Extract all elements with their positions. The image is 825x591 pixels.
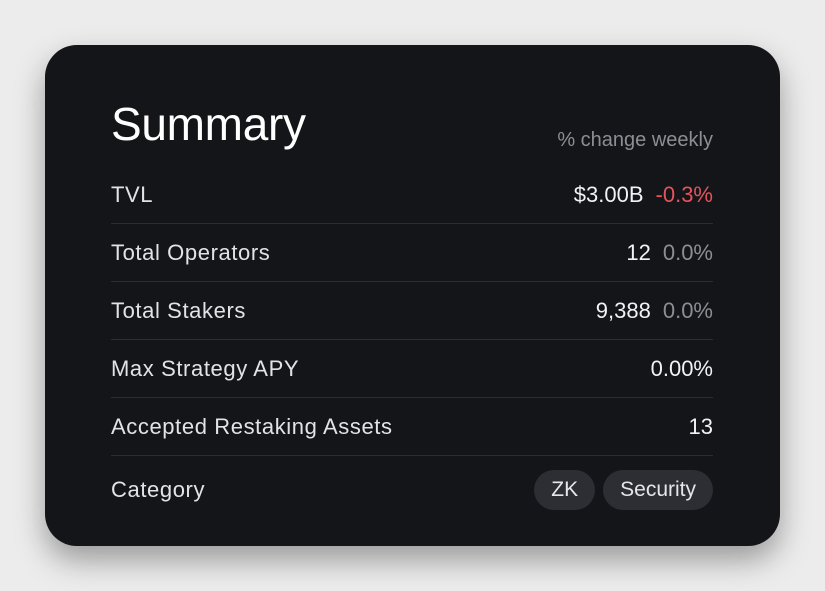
tvl-change: -0.3% — [655, 181, 713, 207]
tvl-values: $3.00B -0.3% — [574, 182, 713, 208]
max-strategy-apy-value: 0.00% — [650, 355, 713, 381]
summary-title: Summary — [111, 98, 306, 150]
summary-header: Summary % change weekly — [111, 45, 713, 166]
tvl-row: TVL $3.00B -0.3% — [111, 166, 713, 224]
max-strategy-apy-label: Max Strategy APY — [111, 355, 300, 381]
total-stakers-change: 0.0% — [662, 297, 713, 323]
total-operators-values: 12 0.0% — [626, 240, 713, 266]
total-operators-value: 12 — [626, 239, 651, 265]
accepted-restaking-assets-row: Accepted Restaking Assets 13 — [111, 398, 713, 456]
total-operators-label: Total Operators — [111, 239, 271, 265]
tvl-label: TVL — [111, 181, 154, 207]
category-row: Category ZK Security — [111, 456, 713, 524]
total-stakers-row: Total Stakers 9,388 0.0% — [111, 282, 713, 340]
total-stakers-values: 9,388 0.0% — [596, 298, 713, 324]
category-tag-security[interactable]: Security — [603, 470, 713, 510]
change-period-label: % change weekly — [557, 129, 713, 151]
category-tag-zk[interactable]: ZK — [534, 470, 596, 510]
max-strategy-apy-values: 0.00% — [651, 356, 713, 382]
max-strategy-apy-row: Max Strategy APY 0.00% — [111, 340, 713, 398]
accepted-restaking-assets-values: 13 — [689, 414, 713, 440]
total-stakers-label: Total Stakers — [111, 297, 246, 323]
tvl-value: $3.00B — [573, 181, 644, 207]
total-operators-row: Total Operators 12 0.0% — [111, 224, 713, 282]
accepted-restaking-assets-value: 13 — [688, 413, 713, 439]
summary-card: Summary % change weekly TVL $3.00B -0.3%… — [45, 45, 780, 546]
total-stakers-value: 9,388 — [595, 297, 651, 323]
category-tags: ZK Security — [534, 470, 713, 510]
category-label: Category — [111, 477, 206, 502]
total-operators-change: 0.0% — [662, 239, 713, 265]
accepted-restaking-assets-label: Accepted Restaking Assets — [111, 413, 393, 439]
